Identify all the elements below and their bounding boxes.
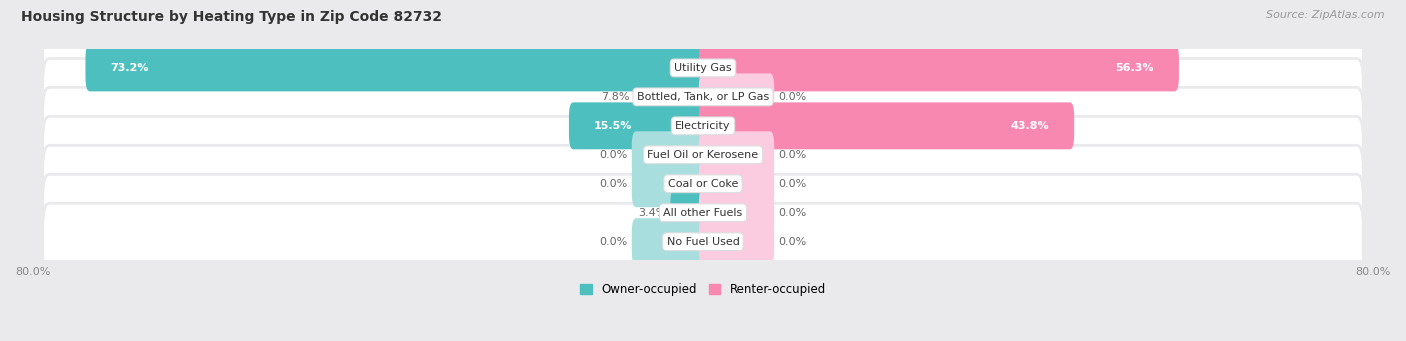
Text: 0.0%: 0.0% <box>599 150 627 160</box>
Text: 0.0%: 0.0% <box>779 150 807 160</box>
Text: 15.5%: 15.5% <box>595 121 633 131</box>
FancyBboxPatch shape <box>86 44 707 91</box>
Text: No Fuel Used: No Fuel Used <box>666 237 740 247</box>
FancyBboxPatch shape <box>42 174 1364 251</box>
Text: 0.0%: 0.0% <box>599 179 627 189</box>
FancyBboxPatch shape <box>42 58 1364 135</box>
Text: Utility Gas: Utility Gas <box>675 63 731 73</box>
FancyBboxPatch shape <box>699 160 775 207</box>
Text: 0.0%: 0.0% <box>779 92 807 102</box>
FancyBboxPatch shape <box>699 44 1178 91</box>
Text: Housing Structure by Heating Type in Zip Code 82732: Housing Structure by Heating Type in Zip… <box>21 10 441 24</box>
Text: 73.2%: 73.2% <box>111 63 149 73</box>
Text: 0.0%: 0.0% <box>599 237 627 247</box>
FancyBboxPatch shape <box>42 29 1364 106</box>
FancyBboxPatch shape <box>634 73 707 120</box>
FancyBboxPatch shape <box>42 203 1364 280</box>
Text: 7.8%: 7.8% <box>600 92 630 102</box>
FancyBboxPatch shape <box>671 189 707 236</box>
FancyBboxPatch shape <box>631 131 707 178</box>
FancyBboxPatch shape <box>699 73 775 120</box>
FancyBboxPatch shape <box>699 189 775 236</box>
Legend: Owner-occupied, Renter-occupied: Owner-occupied, Renter-occupied <box>575 279 831 301</box>
FancyBboxPatch shape <box>42 145 1364 222</box>
Text: 56.3%: 56.3% <box>1115 63 1154 73</box>
Text: 0.0%: 0.0% <box>779 208 807 218</box>
Text: 3.4%: 3.4% <box>638 208 666 218</box>
Text: All other Fuels: All other Fuels <box>664 208 742 218</box>
FancyBboxPatch shape <box>631 218 707 265</box>
Text: Fuel Oil or Kerosene: Fuel Oil or Kerosene <box>647 150 759 160</box>
FancyBboxPatch shape <box>631 160 707 207</box>
Text: Electricity: Electricity <box>675 121 731 131</box>
FancyBboxPatch shape <box>569 102 707 149</box>
Text: Bottled, Tank, or LP Gas: Bottled, Tank, or LP Gas <box>637 92 769 102</box>
Text: 43.8%: 43.8% <box>1011 121 1049 131</box>
FancyBboxPatch shape <box>699 218 775 265</box>
Text: 0.0%: 0.0% <box>779 179 807 189</box>
FancyBboxPatch shape <box>42 87 1364 164</box>
Text: Coal or Coke: Coal or Coke <box>668 179 738 189</box>
FancyBboxPatch shape <box>699 131 775 178</box>
Text: 0.0%: 0.0% <box>779 237 807 247</box>
FancyBboxPatch shape <box>699 102 1074 149</box>
FancyBboxPatch shape <box>42 116 1364 193</box>
Text: Source: ZipAtlas.com: Source: ZipAtlas.com <box>1267 10 1385 20</box>
